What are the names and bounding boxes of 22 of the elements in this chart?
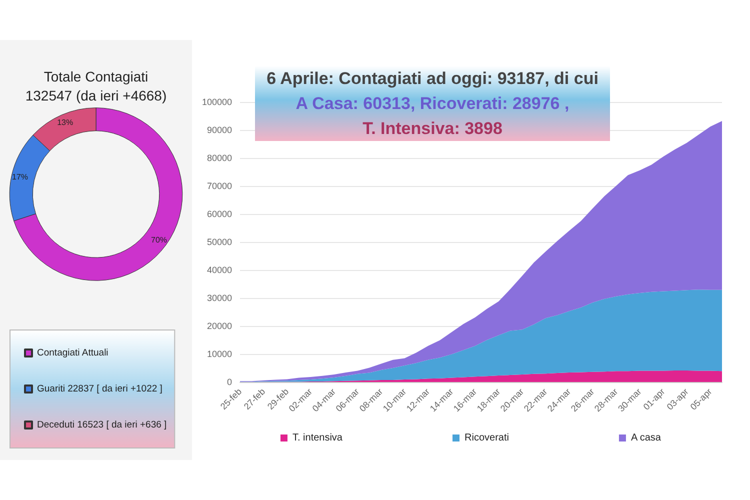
y-tick-label: 10000 <box>206 349 232 359</box>
legend-label: A casa <box>630 432 662 444</box>
y-tick-label: 70000 <box>206 181 232 191</box>
y-tick-label: 50000 <box>206 237 232 247</box>
legend-label: Ricoverati <box>464 432 509 444</box>
legend-label: Guariti 22837 [ da ieri +1022 ] <box>37 384 162 394</box>
legend-label: Contagiati Attuali <box>37 348 108 358</box>
y-tick-label: 60000 <box>206 209 232 219</box>
data-label: 17% <box>12 172 28 182</box>
legend-label: Deceduti 16523 [ da ieri +636 ] <box>37 420 167 430</box>
y-tick-label: 30000 <box>206 293 232 303</box>
chart-title: 6 Aprile: Contagiati ad oggi: 93187, di cui A Casa: 60313, Ricoverati: 28976 , T. Intensiva: 3898 <box>255 66 610 141</box>
y-tick-label: 100000 <box>202 97 232 107</box>
chart-title: Totale Contagiati 132547 (da ieri +4668) <box>25 68 167 104</box>
y-tick-label: 90000 <box>206 125 232 135</box>
data-label: 13% <box>57 118 74 128</box>
y-tick-label: 20000 <box>206 321 232 331</box>
legend-label: T. intensiva <box>292 432 343 444</box>
y-tick-label: 0 <box>226 377 232 387</box>
y-tick-label: 40000 <box>206 265 232 275</box>
y-tick-label: 80000 <box>206 153 232 163</box>
data-label: 70% <box>151 235 168 244</box>
